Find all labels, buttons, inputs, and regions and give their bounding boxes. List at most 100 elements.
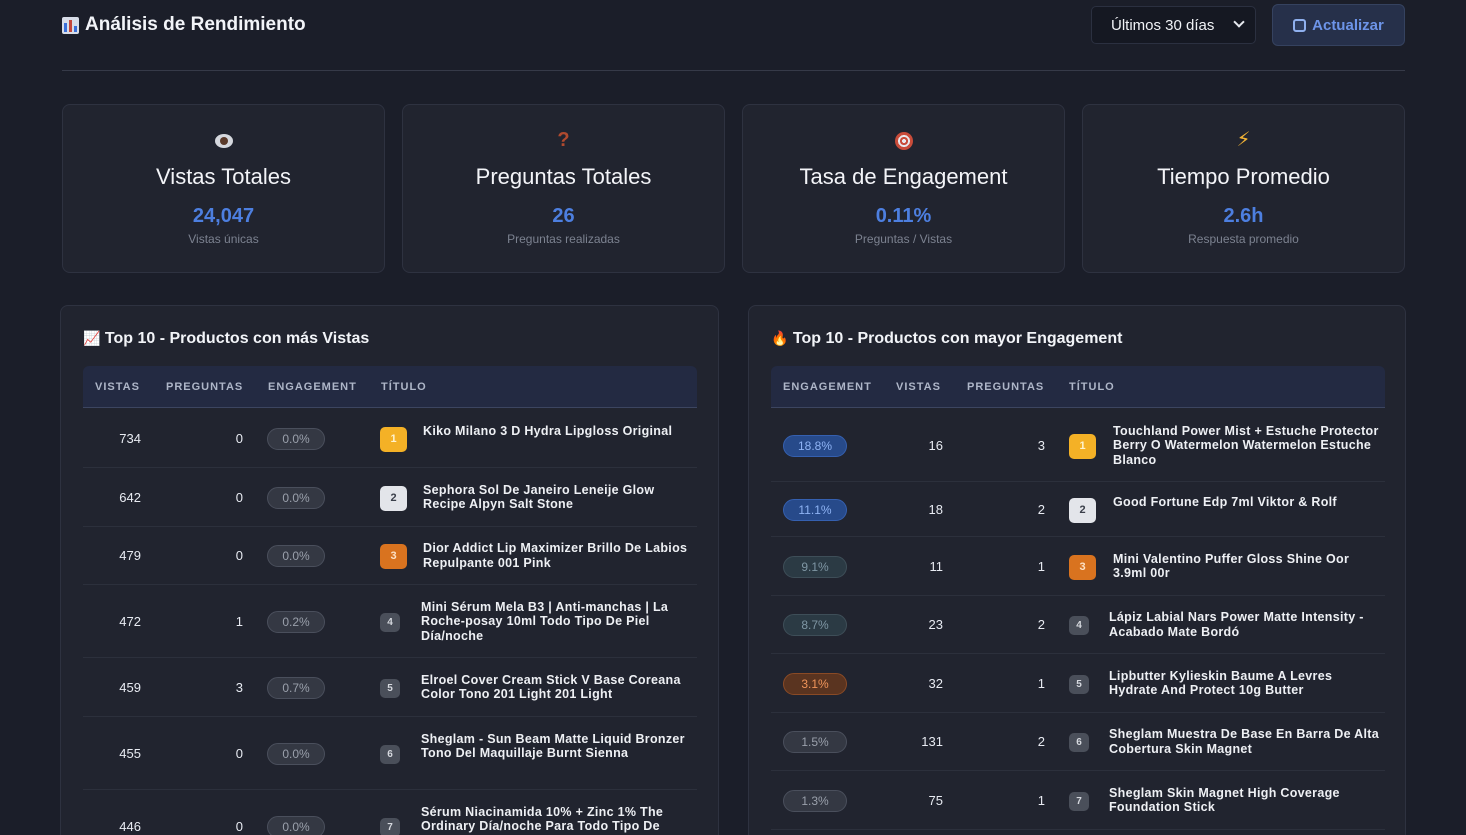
- stat-card-views: Vistas Totales 24,047 Vistas únicas: [62, 104, 385, 273]
- date-range-value: Últimos 30 días: [1111, 17, 1215, 34]
- chevron-down-icon: [1233, 16, 1245, 28]
- page-title: Análisis de Rendimiento: [62, 14, 306, 36]
- engagement-badge: 9.1%: [783, 555, 847, 578]
- stat-value: 24,047: [192, 205, 255, 227]
- preguntas-cell: 1: [235, 613, 243, 629]
- preguntas-cell: 0: [235, 818, 243, 834]
- table-row[interactable]: 472 1 0.2% 4 Mini Sérum Mela B3 | Anti-manch…: [83, 585, 697, 658]
- table-row[interactable]: 479 0 0.0% 3 Dior Addict Lip Maximizer Brill…: [83, 527, 697, 585]
- engagement-badge: 0.0%: [267, 545, 325, 567]
- stat-title: Preguntas Totales: [475, 164, 652, 189]
- engagement-badge: 8.7%: [783, 614, 847, 636]
- preguntas-cell: 0: [235, 489, 243, 505]
- table-header: ENGAGEMENT VISTAS PREGUNTAS TÍTULO: [771, 366, 1385, 408]
- lightning-icon: ⚡: [1236, 129, 1251, 151]
- rank-badge: 5: [380, 678, 400, 698]
- engagement-badge: 11.1%: [783, 498, 847, 521]
- product-title[interactable]: Lipbutter Kylieskin Baume A Levres Hydra…: [1109, 668, 1333, 698]
- column-header-engagement[interactable]: ENGAGEMENT: [783, 381, 872, 393]
- column-header-vistas[interactable]: VISTAS: [896, 381, 941, 393]
- table-row[interactable]: 459 3 0.7% 5 Elroel Cover Cream Stick V Base…: [83, 658, 697, 717]
- column-header-preguntas[interactable]: PREGUNTAS: [166, 381, 244, 393]
- table-row[interactable]: 11.1% 18 2 2 Good Fortune Edp 7ml Viktor & R…: [771, 482, 1385, 537]
- product-title[interactable]: Kiko Milano 3 D Hydra Lipgloss Original: [423, 423, 673, 438]
- column-header-vistas[interactable]: VISTAS: [95, 381, 140, 393]
- product-title[interactable]: Mini Valentino Puffer Gloss Shine Oor 3.…: [1113, 551, 1350, 581]
- page-title-text: Análisis de Rendimiento: [85, 14, 306, 35]
- date-range-select[interactable]: Últimos 30 días: [1091, 6, 1256, 44]
- rank-badge: 2: [1069, 497, 1096, 523]
- engagement-badge: 0.2%: [267, 610, 325, 633]
- preguntas-cell: 1: [1037, 792, 1045, 808]
- product-title[interactable]: Lápiz Labial Nars Power Matte Intensity …: [1109, 610, 1364, 639]
- product-title[interactable]: Sheglam Muestra De Base En Barra De Alta…: [1109, 727, 1379, 756]
- stat-subtitle: Respuesta promedio: [1188, 232, 1299, 246]
- rank-badge: 3: [1069, 554, 1096, 580]
- stat-value: 2.6h: [1223, 205, 1264, 227]
- table-row[interactable]: 18.8% 16 3 1 Touchland Power Mist + Estuche …: [771, 409, 1385, 482]
- table-row[interactable]: 9.1% 11 1 3 Mini Valentino Puffer Gloss Shin…: [771, 537, 1385, 596]
- stat-title: Tiempo Promedio: [1157, 164, 1330, 189]
- table-row[interactable]: 455 0 0.0% 6 Sheglam - Sun Beam Matte Liquid…: [83, 717, 697, 790]
- table-row[interactable]: 642 0 0.0% 2 Sephora Sol De Janeiro Leneije …: [83, 468, 697, 527]
- product-title[interactable]: Sephora Sol De Janeiro Leneije Glow Reci…: [423, 482, 655, 512]
- engagement-badge: 0.0%: [267, 742, 325, 765]
- vistas-cell: 18: [928, 501, 943, 517]
- product-title[interactable]: Sheglam Skin Magnet High Coverage Founda…: [1109, 785, 1340, 815]
- bar-chart-icon: [62, 16, 79, 34]
- rank-badge: 2: [380, 485, 407, 511]
- product-title[interactable]: Elroel Cover Cream Stick V Base Coreana …: [421, 672, 681, 702]
- rank-badge: 6: [1069, 733, 1089, 752]
- vistas-cell: 459: [119, 679, 141, 695]
- product-title[interactable]: Mini Sérum Mela B3 | Anti-manchas | La R…: [421, 599, 669, 643]
- column-header-titulo[interactable]: TÍTULO: [1069, 381, 1115, 393]
- vistas-cell: 642: [119, 489, 141, 505]
- engagement-badge: 3.1%: [783, 672, 847, 695]
- column-header-titulo[interactable]: TÍTULO: [381, 381, 427, 393]
- table-row[interactable]: 1.5% 131 2 6 Sheglam Muestra De Base En Barr…: [771, 713, 1385, 771]
- vistas-cell: 131: [921, 734, 943, 749]
- stat-title: Tasa de Engagement: [799, 164, 1008, 189]
- stat-subtitle: Preguntas realizadas: [507, 232, 620, 246]
- table-row[interactable]: 446 0 0.0% 7 Sérum Niacinamida 10% + Zinc 1%…: [83, 790, 697, 835]
- stat-value: 26: [552, 205, 575, 227]
- stat-subtitle: Vistas únicas: [188, 232, 259, 246]
- rank-badge: 7: [1069, 791, 1089, 811]
- preguntas-cell: 1: [1037, 558, 1045, 574]
- preguntas-cell: 0: [235, 430, 243, 446]
- stat-card-avg-time: ⚡ Tiempo Promedio 2.6h Respuesta promedi…: [1082, 104, 1405, 273]
- product-title[interactable]: Touchland Power Mist + Estuche Protector…: [1113, 423, 1379, 467]
- vistas-cell: 734: [119, 430, 141, 446]
- vistas-cell: 16: [928, 437, 943, 453]
- product-title[interactable]: Dior Addict Lip Maximizer Brillo De Labi…: [423, 541, 688, 570]
- stat-title: Vistas Totales: [156, 164, 291, 189]
- rank-badge: 1: [380, 426, 407, 452]
- column-header-engagement[interactable]: ENGAGEMENT: [268, 381, 357, 393]
- preguntas-cell: 2: [1037, 501, 1045, 517]
- table-row[interactable]: 1.3% 75 1 7 Sheglam Skin Magnet High Coverag…: [771, 771, 1385, 830]
- product-title[interactable]: Sheglam - Sun Beam Matte Liquid Bronzer …: [421, 731, 685, 761]
- vistas-cell: 479: [119, 548, 141, 563]
- engagement-badge: 0.7%: [267, 676, 325, 699]
- rank-badge: 1: [1069, 433, 1096, 459]
- vistas-cell: 446: [119, 818, 141, 834]
- rank-badge: 4: [1069, 616, 1089, 635]
- stat-card-engagement: Tasa de Engagement 0.11% Preguntas / Vis…: [742, 104, 1065, 273]
- preguntas-cell: 1: [1037, 675, 1045, 691]
- product-title[interactable]: Good Fortune Edp 7ml Viktor & Rolf: [1113, 494, 1337, 509]
- engagement-badge: 18.8%: [783, 434, 847, 457]
- table-row[interactable]: 734 0 0.0% 1 Kiko Milano 3 D Hydra Lipgloss …: [83, 409, 697, 468]
- refresh-button[interactable]: Actualizar: [1272, 4, 1405, 46]
- preguntas-cell: 0: [235, 745, 243, 761]
- table-row[interactable]: 8.7% 23 2 4 Lápiz Labial Nars Power Matte In…: [771, 596, 1385, 654]
- preguntas-cell: 3: [235, 679, 243, 695]
- vistas-cell: 23: [928, 617, 943, 632]
- product-title[interactable]: Sérum Niacinamida 10% + Zinc 1% The Ordi…: [421, 804, 664, 834]
- chart-up-icon: 📈: [83, 330, 101, 346]
- preguntas-cell: 0: [235, 548, 243, 563]
- engagement-badge: 1.3%: [783, 789, 847, 812]
- table-row[interactable]: 3.1% 32 1 5 Lipbutter Kylieskin Baume A Levr…: [771, 654, 1385, 713]
- column-header-preguntas[interactable]: PREGUNTAS: [967, 381, 1045, 393]
- top-engagement-panel: 🔥 Top 10 - Productos con mayor Engagemen…: [748, 305, 1406, 835]
- vistas-cell: 455: [119, 745, 141, 761]
